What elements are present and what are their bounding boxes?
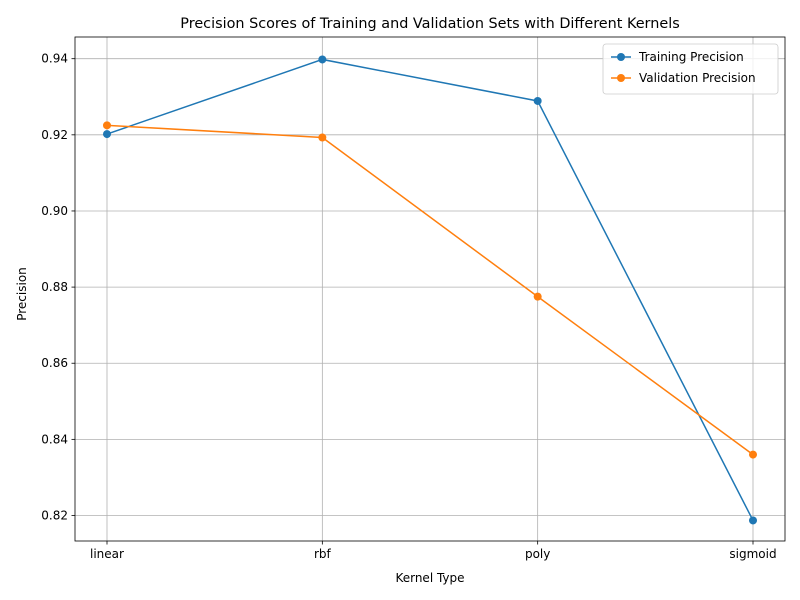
- y-tick-label: 0.90: [41, 204, 68, 218]
- legend-box: [602, 43, 779, 95]
- series-validation: [103, 121, 757, 459]
- grid-layer: [75, 37, 785, 541]
- y-tick-label: 0.82: [41, 508, 68, 522]
- data-point: [749, 450, 757, 459]
- series-line: [106, 58, 754, 521]
- plot-frame: [74, 36, 786, 542]
- data-point: [318, 55, 327, 64]
- data-point: [533, 292, 542, 301]
- legend-item: Validation Precision: [611, 71, 756, 85]
- legend-swatch-marker: [617, 74, 625, 82]
- y-ticks: 0.82 0.84 0.86 0.88 0.90 0.92 0.94: [41, 52, 75, 522]
- y-tick-label: 0.86: [41, 356, 68, 370]
- data-point: [103, 130, 111, 139]
- legend-label: Training Precision: [638, 50, 744, 64]
- x-tick-label: rbf: [314, 547, 332, 561]
- series-layer: [103, 55, 757, 525]
- legend-item: Training Precision: [611, 50, 744, 64]
- series-line: [106, 124, 754, 456]
- chart-title: Precision Scores of Training and Validat…: [180, 16, 679, 32]
- x-axis-label: Kernel Type: [395, 571, 464, 585]
- data-point: [318, 133, 327, 142]
- legend-swatch-marker: [617, 53, 625, 61]
- data-point: [749, 516, 757, 525]
- y-tick-label: 0.94: [41, 52, 68, 66]
- series-training: [103, 55, 757, 525]
- legend-label: Validation Precision: [639, 71, 756, 85]
- data-point: [533, 96, 542, 105]
- y-tick-label: 0.88: [41, 280, 68, 294]
- y-tick-label: 0.92: [41, 128, 68, 142]
- data-point: [103, 121, 111, 130]
- x-ticks: linear rbf poly sigmoid: [90, 541, 777, 561]
- x-tick-label: sigmoid: [729, 547, 776, 561]
- y-tick-label: 0.84: [41, 432, 68, 446]
- legend: Training Precision Validation Precision: [602, 43, 779, 95]
- x-tick-label: linear: [90, 547, 124, 561]
- x-tick-label: poly: [525, 547, 550, 561]
- y-axis-label: Precision: [15, 267, 29, 321]
